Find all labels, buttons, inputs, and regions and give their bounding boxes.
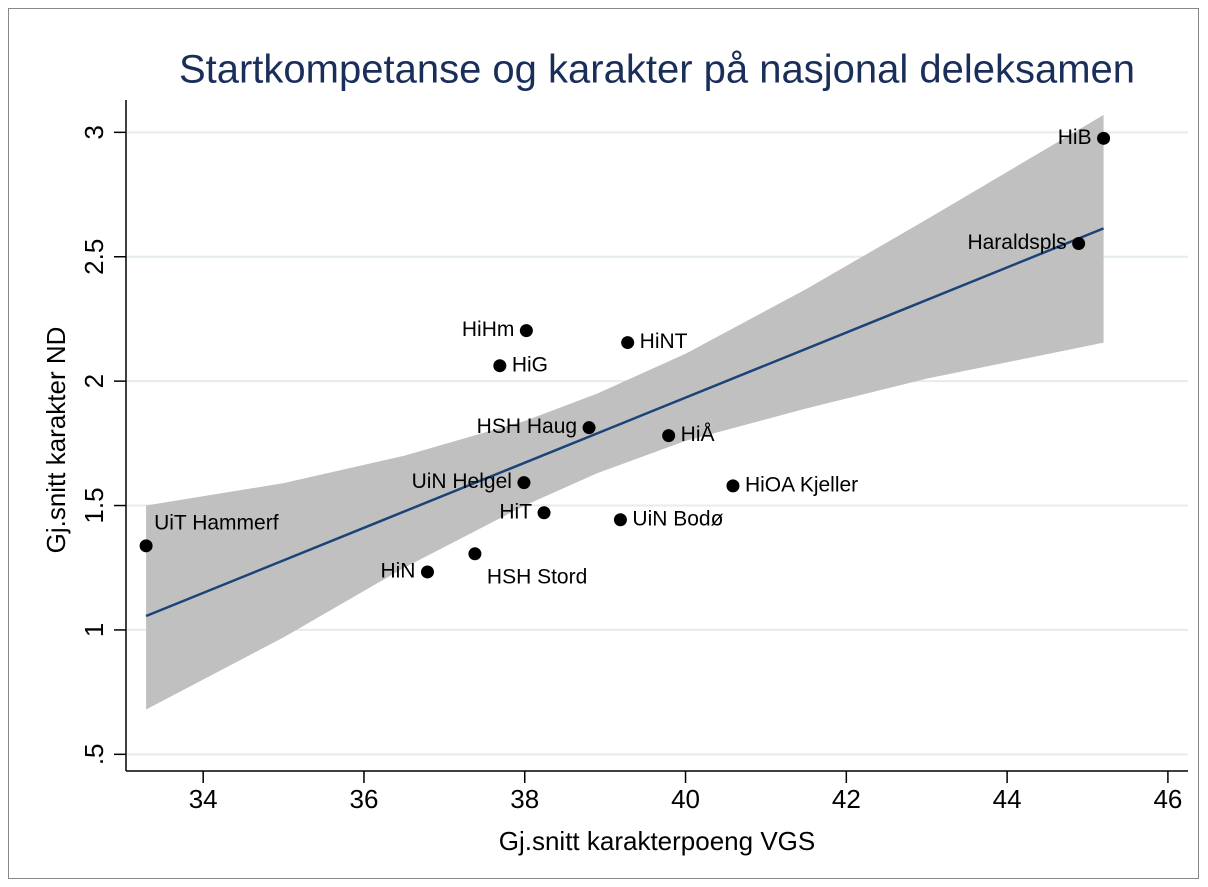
point bbox=[582, 421, 596, 435]
point-label: HiB bbox=[1058, 126, 1092, 149]
point-label: UiT Hammerf bbox=[154, 511, 279, 534]
point-label: HiN bbox=[380, 560, 415, 583]
point bbox=[621, 336, 635, 350]
point-label: HSH Haug bbox=[477, 415, 577, 438]
x-tick-label: 40 bbox=[671, 784, 700, 814]
point-label: HSH Stord bbox=[487, 565, 587, 588]
point bbox=[537, 506, 551, 520]
point-label: HiT bbox=[499, 500, 532, 523]
point bbox=[139, 539, 153, 553]
y-axis-title: Gj.snitt karakter ND bbox=[41, 327, 71, 554]
y-tick-label: 1.5 bbox=[79, 487, 109, 523]
point-label: UiN Helgel bbox=[412, 470, 512, 493]
y-tick-label: 1 bbox=[79, 623, 109, 637]
point bbox=[468, 547, 482, 561]
point-label: HiG bbox=[512, 353, 548, 376]
point-label: HiÅ bbox=[681, 423, 715, 446]
x-tick-label: 42 bbox=[832, 784, 861, 814]
fit-line bbox=[145, 227, 1105, 618]
point bbox=[420, 565, 434, 579]
point-label: HiNT bbox=[640, 330, 688, 353]
x-tick-label: 46 bbox=[1153, 784, 1182, 814]
point bbox=[493, 359, 507, 373]
y-tick-label: .5 bbox=[79, 743, 109, 765]
point-label: HiHm bbox=[462, 318, 515, 341]
point bbox=[662, 429, 676, 443]
y-tick-label: 2 bbox=[79, 374, 109, 388]
point-label: HiOA Kjeller bbox=[745, 473, 858, 496]
point bbox=[613, 513, 627, 527]
y-tick-label: 2.5 bbox=[79, 239, 109, 275]
point bbox=[1072, 237, 1086, 251]
confidence-band bbox=[146, 114, 1104, 710]
chart-title: Startkompetanse og karakter på nasjonal … bbox=[179, 48, 1135, 92]
point bbox=[1097, 131, 1111, 145]
point bbox=[517, 476, 531, 490]
x-tick-label: 36 bbox=[350, 784, 379, 814]
x-tick-label: 38 bbox=[510, 784, 539, 814]
x-tick-label: 34 bbox=[189, 784, 218, 814]
x-tick-label: 44 bbox=[993, 784, 1022, 814]
y-tick-label: 3 bbox=[79, 125, 109, 139]
point bbox=[519, 324, 533, 338]
point bbox=[726, 479, 740, 493]
point-label: Haraldspls bbox=[967, 231, 1066, 254]
point-label: UiN Bodø bbox=[632, 507, 723, 530]
x-axis-title: Gj.snitt karakterpoeng VGS bbox=[499, 826, 815, 856]
